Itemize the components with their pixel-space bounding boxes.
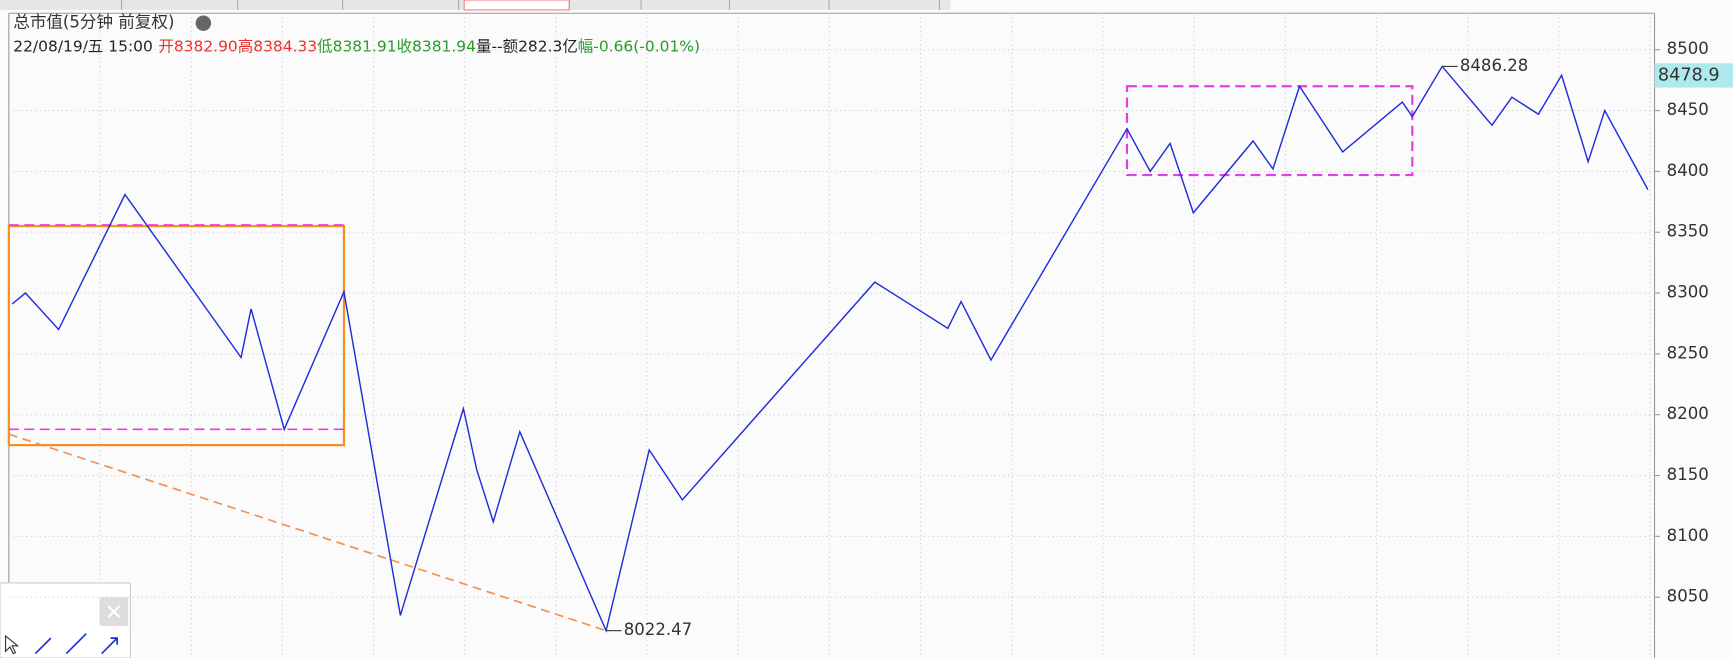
y-tick-label: 8150 [1667,465,1709,484]
y-tick-label: 8300 [1667,283,1709,302]
drawing-toolbar [0,582,131,658]
info-item: 低8381.91 [317,37,396,55]
info-item: 高8384.33 [238,37,317,55]
annotation-label: 8486.28 [1460,56,1528,75]
y-tick-label: 8250 [1667,343,1709,362]
box [7,225,346,447]
info-item: 幅-0.66(-0.01%) [578,37,700,55]
cursor-tool[interactable] [4,634,20,655]
info-item: 额282.3亿 [503,37,578,55]
v-grid [99,13,1651,658]
line-tools[interactable] [34,633,118,655]
y-tick-label: 8200 [1667,404,1709,423]
chart-title: 总市值(5分钟 前复权) [13,13,174,32]
y-tick-label: 8400 [1667,161,1709,180]
info-item: 收8381.94 [397,37,476,55]
zigzag-line [11,65,1649,633]
active-tab[interactable] [463,0,570,11]
info-item: 量-- [476,37,503,55]
y-tick-label: 8100 [1667,526,1709,545]
tab-strip [0,0,951,11]
trend-line [8,433,607,632]
box [1125,85,1414,177]
annotation-label: 8022.47 [624,620,692,639]
price-tag [1654,63,1733,88]
info-line: 22/08/19/五 15:00 开8382.90高8384.33低8381.91… [13,37,700,55]
y-tick-label: 8500 [1667,39,1709,58]
info-item: 开8382.90 [158,37,237,55]
price-tag-label: 8478.9 [1658,65,1720,85]
y-tick-label: 8450 [1667,100,1709,119]
y-tick-label: 8350 [1667,222,1709,241]
info-item: 22/08/19/五 15:00 [13,37,153,55]
y-tick-label: 8050 [1667,587,1709,606]
menu-icon[interactable] [195,15,212,31]
